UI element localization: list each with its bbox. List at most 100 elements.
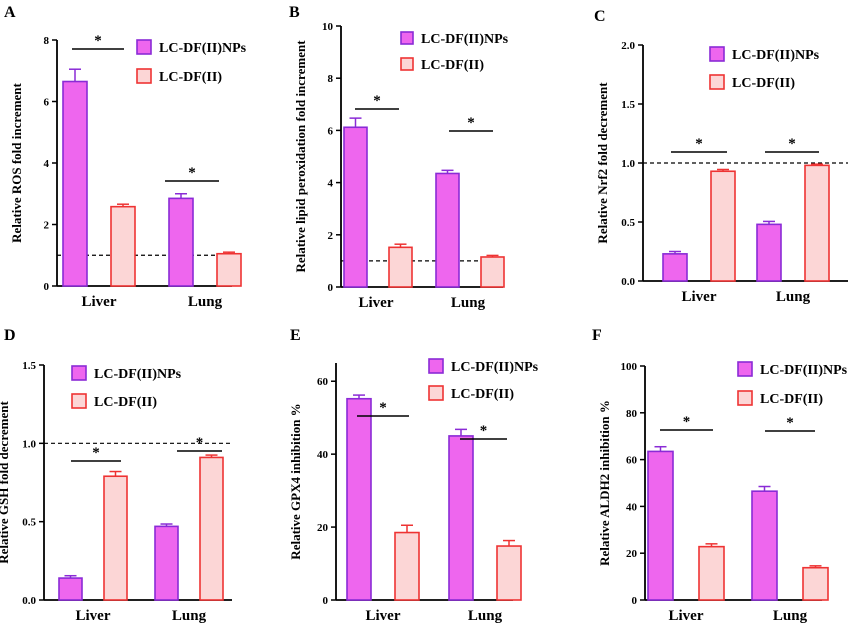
y-tick-label: 1.0 bbox=[621, 158, 635, 170]
y-tick-label: 0.0 bbox=[621, 276, 635, 288]
legend-label: LC-DF(II)NPs bbox=[760, 363, 848, 378]
significance-star: * bbox=[695, 136, 703, 152]
chart-panel-c: C 0.0 0.5 1.0 1.5 2.0 Relative Nrf2 fold decre… bbox=[594, 8, 848, 305]
y-tick-label: 0 bbox=[328, 282, 334, 294]
x-category-label: Lung bbox=[468, 608, 503, 624]
x-category-label: Lung bbox=[773, 608, 808, 624]
y-tick-label: 1.5 bbox=[621, 99, 635, 111]
bar-lc-df-ii-nps-liver bbox=[58, 577, 83, 601]
y-tick-label: 60 bbox=[317, 376, 329, 388]
x-category-label: Liver bbox=[82, 294, 117, 310]
legend-label: LC-DF(II) bbox=[732, 76, 795, 91]
y-tick-label: 0.5 bbox=[22, 517, 36, 529]
y-tick-label: 20 bbox=[317, 522, 329, 534]
x-category-label: Liver bbox=[669, 608, 704, 624]
y-tick-label: 1.5 bbox=[22, 360, 36, 372]
significance-star: * bbox=[379, 400, 387, 416]
bar-lc-df-ii-nps-lung bbox=[756, 223, 782, 282]
bar-lc-df-ii-lung bbox=[804, 164, 830, 282]
bar-lc-df-ii-nps-liver bbox=[662, 253, 688, 282]
x-category-label: Lung bbox=[451, 295, 486, 311]
bar-lc-df-ii-liver bbox=[103, 475, 128, 601]
y-tick-label: 6 bbox=[44, 97, 50, 109]
y-tick-label: 60 bbox=[626, 455, 638, 467]
significance-star: * bbox=[788, 136, 796, 152]
legend-swatch bbox=[71, 365, 87, 381]
legend-label: LC-DF(II)NPs bbox=[732, 48, 820, 63]
legend-swatch bbox=[428, 385, 444, 401]
x-category-label: Lung bbox=[188, 294, 223, 310]
y-tick-label: 0.5 bbox=[621, 217, 635, 229]
legend-swatch bbox=[400, 57, 414, 71]
bar-lc-df-ii-nps-lung bbox=[448, 435, 474, 601]
y-tick-label: 2 bbox=[44, 220, 50, 232]
y-tick-label: 10 bbox=[322, 21, 334, 33]
chart-panel-e: E 0 20 40 60 Relative GPX4 inhibition % Liver *… bbox=[288, 327, 539, 624]
significance-star: * bbox=[480, 423, 488, 439]
significance-star: * bbox=[94, 33, 102, 49]
significance-star: * bbox=[373, 93, 381, 109]
legend-swatch bbox=[136, 39, 152, 55]
bar-lc-df-ii-lung bbox=[216, 252, 242, 287]
y-tick-label: 0.0 bbox=[22, 595, 36, 607]
bar-lc-df-ii-liver bbox=[394, 531, 420, 601]
y-tick-label: 20 bbox=[626, 548, 638, 560]
panel-letter: A bbox=[4, 4, 16, 21]
y-axis-label: Relative Nrf2 fold decrement bbox=[595, 82, 610, 244]
y-tick-label: 0 bbox=[44, 281, 50, 293]
y-tick-label: 4 bbox=[328, 178, 334, 190]
bar-lc-df-ii-liver bbox=[698, 545, 725, 601]
legend-swatch bbox=[136, 68, 152, 84]
x-category-label: Lung bbox=[172, 608, 207, 624]
significance-star: * bbox=[786, 415, 794, 431]
legend-swatch bbox=[737, 361, 753, 377]
significance-star: * bbox=[188, 165, 196, 181]
significance-star: * bbox=[196, 435, 204, 451]
bar-lc-df-ii-liver bbox=[710, 170, 736, 282]
legend-label: LC-DF(II)NPs bbox=[451, 360, 539, 375]
chart-panel-f: F 0 20 40 60 80 100 Relative ALDH2 inhibition %… bbox=[592, 327, 848, 624]
bar-lc-df-ii-nps-lung bbox=[751, 490, 778, 601]
legend-label: LC-DF(II)NPs bbox=[94, 367, 182, 382]
legend-label: LC-DF(II) bbox=[94, 395, 157, 410]
bar-lc-df-ii-nps-liver bbox=[346, 397, 372, 601]
legend-swatch bbox=[400, 31, 414, 45]
y-axis-label: Relative ALDH2 inhibition % bbox=[597, 400, 612, 566]
panel-letter: C bbox=[594, 8, 606, 25]
y-tick-label: 2 bbox=[328, 230, 334, 242]
y-tick-label: 4 bbox=[44, 158, 50, 170]
legend-label: LC-DF(II) bbox=[760, 392, 823, 407]
legend-swatch bbox=[709, 74, 725, 90]
bar-lc-df-ii-nps-lung bbox=[154, 525, 179, 601]
x-category-label: Liver bbox=[359, 295, 394, 311]
y-axis-label: Relative GSH fold decrement bbox=[0, 401, 11, 564]
significance-star: * bbox=[467, 115, 475, 131]
bar-lc-df-ii-liver bbox=[388, 246, 413, 288]
y-tick-label: 40 bbox=[317, 449, 329, 461]
chart-panel-a: A 0 2 4 6 8 Relative ROS fold increment Liver * L… bbox=[4, 4, 247, 310]
x-category-label: Liver bbox=[76, 608, 111, 624]
y-tick-label: 40 bbox=[626, 501, 638, 513]
y-axis-label: Relative lipid peroxidation fold increme… bbox=[293, 40, 308, 273]
x-category-label: Liver bbox=[682, 289, 717, 305]
significance-star: * bbox=[92, 445, 100, 461]
bar-lc-df-ii-lung bbox=[199, 456, 224, 601]
chart-panel-b: B 0 2 4 6 8 10 Relative lipid peroxidation fold… bbox=[289, 4, 509, 311]
y-tick-label: 8 bbox=[44, 35, 50, 47]
bar-lc-df-ii-nps-liver bbox=[62, 80, 88, 287]
panel-letter: F bbox=[592, 327, 602, 344]
y-tick-label: 100 bbox=[621, 361, 638, 373]
y-tick-label: 8 bbox=[328, 73, 334, 85]
legend-swatch bbox=[71, 393, 87, 409]
y-tick-label: 1.0 bbox=[22, 438, 36, 450]
legend-swatch bbox=[709, 46, 725, 62]
bar-lc-df-ii-nps-lung bbox=[168, 197, 194, 287]
y-tick-label: 0 bbox=[323, 595, 329, 607]
legend-swatch bbox=[428, 358, 444, 374]
bar-lc-df-ii-lung bbox=[480, 256, 505, 288]
y-tick-label: 0 bbox=[632, 595, 638, 607]
bar-lc-df-ii-nps-liver bbox=[647, 450, 674, 601]
chart-panel-d: D 0.0 0.5 1.0 1.5 Relative GSH fold decrement… bbox=[0, 327, 232, 624]
y-tick-label: 80 bbox=[626, 408, 638, 420]
